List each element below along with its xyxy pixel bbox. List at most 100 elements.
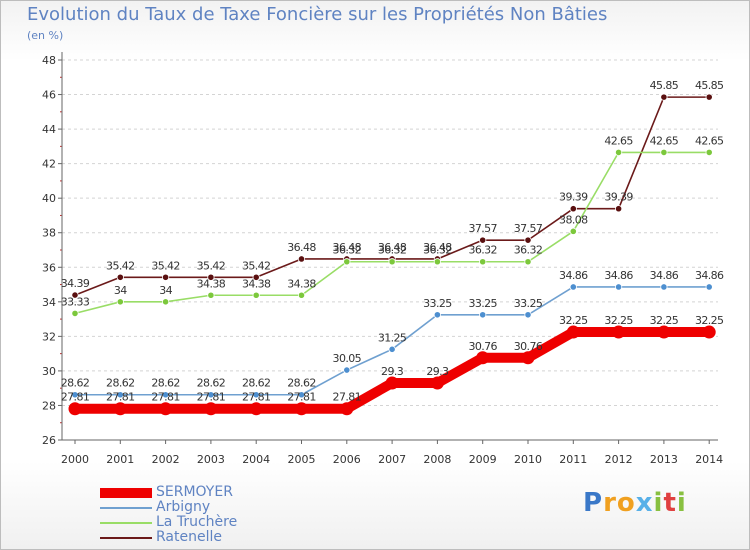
data-point: [252, 291, 260, 299]
data-label: 33.25: [514, 297, 543, 310]
data-label: 27.81: [151, 391, 180, 404]
y-tick-label: 34: [42, 296, 56, 309]
data-label: 36.32: [423, 244, 452, 257]
data-point: [569, 205, 577, 213]
data-point: [569, 227, 577, 235]
data-point: [71, 391, 79, 399]
data-label: 36.48: [378, 241, 407, 254]
data-label: 36.32: [468, 244, 497, 257]
data-label: 34.86: [695, 269, 724, 282]
data-label: 35.42: [106, 259, 135, 272]
data-label: 27.81: [333, 391, 362, 404]
x-tick-label: 2003: [197, 453, 225, 466]
unit-label: (en %): [27, 29, 64, 42]
data-point: [207, 391, 215, 399]
legend-swatch: [100, 522, 152, 524]
y-tick-label: 26: [42, 434, 56, 447]
data-point: [71, 291, 79, 299]
data-point: [433, 258, 441, 266]
data-point: [297, 291, 306, 299]
legend-label: Arbigny: [156, 499, 211, 515]
data-point: [207, 291, 215, 299]
data-label: 36.48: [423, 241, 452, 254]
data-label: 36.48: [333, 241, 362, 254]
y-tick-label: 42: [42, 158, 56, 171]
data-label: 31.25: [378, 331, 407, 344]
data-label: 28.62: [242, 377, 271, 390]
data-point: [297, 255, 306, 263]
data-point: [430, 376, 444, 390]
legend-swatch: [100, 537, 152, 539]
data-label: 36.48: [287, 241, 316, 254]
data-point: [249, 402, 263, 416]
data-point: [388, 258, 396, 266]
data-label: 32.25: [559, 314, 588, 327]
data-point: [479, 258, 487, 266]
x-tick-label: 2001: [106, 453, 134, 466]
data-label: 34.39: [61, 277, 90, 290]
data-label: 27.81: [287, 391, 316, 404]
data-point: [388, 345, 396, 353]
data-point: [566, 325, 580, 339]
data-point: [162, 391, 170, 399]
data-point: [116, 273, 124, 281]
data-point: [116, 298, 124, 306]
data-label: 30.76: [514, 340, 543, 353]
data-label: 36.32: [378, 244, 407, 257]
data-point: [295, 402, 308, 416]
data-point: [297, 391, 306, 399]
x-tick-label: 2004: [242, 453, 270, 466]
data-label: 36.32: [333, 244, 362, 257]
x-tick-label: 2002: [152, 453, 180, 466]
data-point: [252, 391, 260, 399]
data-point: [252, 273, 260, 281]
data-label: 32.25: [695, 314, 724, 327]
legend-swatch: [100, 488, 152, 498]
data-point: [660, 93, 668, 101]
data-point: [385, 376, 399, 390]
x-tick-label: 2012: [605, 453, 633, 466]
data-label: 28.62: [106, 377, 135, 390]
data-label: 32.25: [650, 314, 679, 327]
data-label: 34.38: [287, 277, 316, 290]
data-point: [343, 366, 351, 374]
data-label: 42.65: [604, 134, 633, 147]
x-tick-label: 2007: [378, 453, 406, 466]
data-point: [524, 311, 532, 319]
data-label: 30.05: [333, 352, 362, 365]
x-tick-label: 2011: [559, 453, 587, 466]
data-point: [705, 93, 713, 101]
data-point: [68, 402, 82, 416]
y-tick-label: 46: [42, 89, 56, 102]
data-label: 30.76: [468, 340, 497, 353]
data-label: 28.62: [287, 377, 316, 390]
data-point: [159, 402, 173, 416]
data-label: 29.3: [426, 365, 449, 378]
data-point: [524, 236, 532, 244]
data-label: 42.65: [650, 134, 679, 147]
data-label: 34.86: [650, 269, 679, 282]
y-tick-label: 44: [42, 123, 56, 136]
data-point: [340, 402, 354, 416]
y-tick-label: 40: [42, 192, 56, 205]
data-label: 37.57: [468, 222, 497, 235]
data-point: [524, 258, 532, 266]
data-label: 34: [114, 284, 127, 297]
data-label: 35.42: [151, 259, 180, 272]
data-point: [433, 311, 441, 319]
data-label: 45.85: [695, 79, 724, 92]
y-tick-label: 30: [42, 365, 56, 378]
data-point: [207, 273, 215, 281]
data-label: 28.62: [197, 377, 226, 390]
data-point: [569, 283, 577, 291]
data-label: 27.81: [197, 391, 226, 404]
data-point: [113, 402, 127, 416]
data-point: [71, 309, 79, 317]
data-point: [116, 391, 124, 399]
chart-title: Evolution du Taux de Taxe Foncière sur l…: [27, 4, 608, 25]
data-point: [614, 283, 623, 291]
y-tick-label: 36: [42, 261, 56, 274]
data-point: [612, 325, 626, 339]
data-label: 27.81: [61, 391, 90, 404]
